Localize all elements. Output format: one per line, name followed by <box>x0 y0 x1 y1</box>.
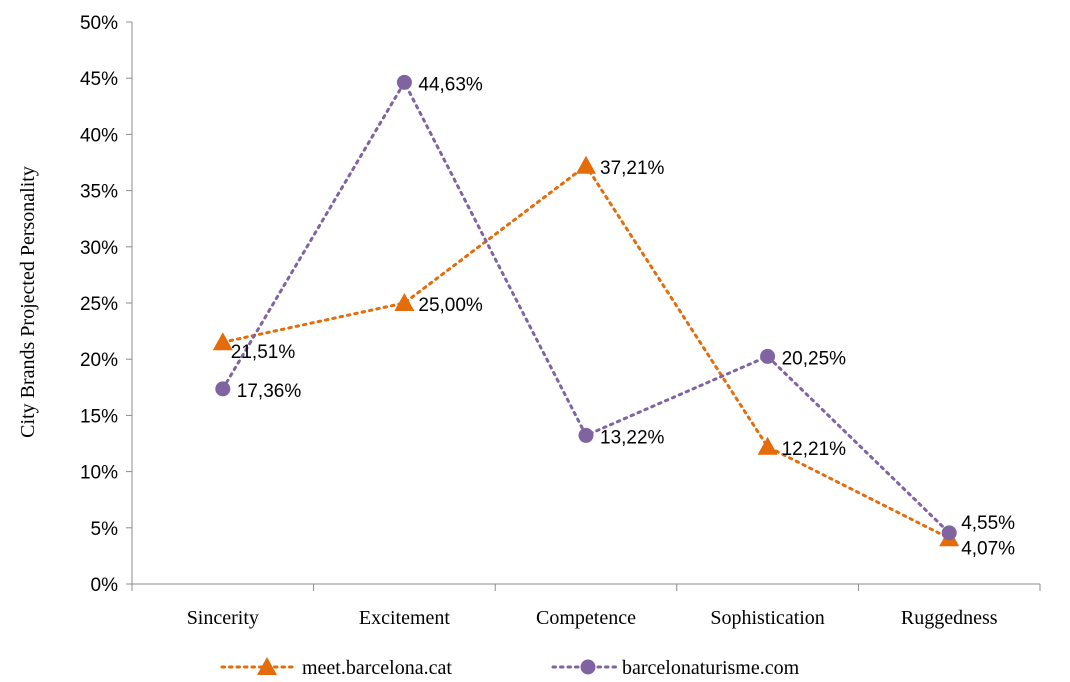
y-axis-ticks: 0% 5% 10% 15% 20% 25% 30% 35% 40% 45% 50% <box>80 13 132 596</box>
legend-item: barcelonaturisme.com <box>551 657 800 679</box>
legend-marker <box>257 657 277 675</box>
legend-label: meet.barcelona.cat <box>302 657 452 679</box>
data-label: 37,21% <box>600 158 665 179</box>
circle-marker <box>578 427 594 443</box>
x-tick-label: Sophistication <box>710 607 824 629</box>
data-label: 4,07% <box>961 538 1015 559</box>
data-label: 4,55% <box>961 513 1015 534</box>
series-line-2 <box>221 79 951 535</box>
x-axis-ticks: Sincerity Excitement Competence Sophisticat… <box>131 584 1041 629</box>
y-tick-label: 50% <box>80 13 118 34</box>
triangle-marker <box>394 293 415 311</box>
y-tick-label: 35% <box>80 182 118 203</box>
y-axis-label: City Brands Projected Personality <box>17 166 39 438</box>
legend: meet.barcelona.cat barcelonaturisme.com <box>220 657 800 679</box>
x-tick-label: Competence <box>536 607 636 629</box>
circle-marker <box>215 381 231 397</box>
chart-axes <box>131 22 1040 585</box>
y-tick-label: 25% <box>80 294 118 315</box>
y-tick-label: 10% <box>80 463 118 484</box>
y-tick-label: 45% <box>80 69 118 90</box>
data-label: 44,63% <box>418 74 483 95</box>
data-labels: 21,51% 25,00% 37,21% 12,21% 4,07% 17,36% 44,63… <box>231 74 1015 559</box>
data-label: 12,21% <box>782 439 847 460</box>
data-label: 13,22% <box>600 427 665 448</box>
y-tick-label: 5% <box>91 519 119 540</box>
x-tick-label: Sincerity <box>187 607 259 629</box>
x-tick-label: Ruggedness <box>901 607 998 629</box>
triangle-marker <box>757 436 778 455</box>
series-markers <box>212 74 960 547</box>
triangle-marker <box>576 155 596 174</box>
y-tick-label: 40% <box>80 125 118 146</box>
y-tick-label: 20% <box>80 350 118 371</box>
data-label: 17,36% <box>237 381 302 402</box>
triangle-marker <box>212 332 233 351</box>
y-tick-label: 15% <box>80 406 118 427</box>
legend-label: barcelonaturisme.com <box>622 657 800 679</box>
x-tick-label: Excitement <box>359 607 451 629</box>
circle-marker <box>941 525 957 541</box>
data-label: 21,51% <box>231 342 296 363</box>
legend-marker <box>580 659 596 675</box>
circle-marker <box>760 348 776 364</box>
legend-item: meet.barcelona.cat <box>220 657 452 679</box>
y-tick-label: 0% <box>91 575 119 596</box>
circle-marker <box>396 74 412 90</box>
data-label: 25,00% <box>418 295 483 316</box>
data-label: 20,25% <box>782 348 847 369</box>
y-tick-label: 30% <box>80 238 118 259</box>
series-lines <box>221 79 951 540</box>
